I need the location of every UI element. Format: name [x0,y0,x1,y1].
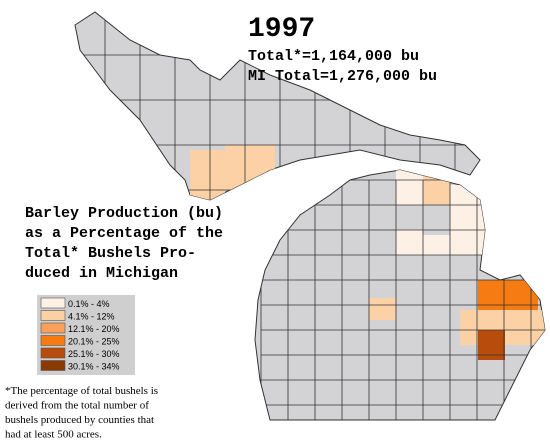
legend-label: 0.1% - 4% [68,299,110,309]
legend: 0.1% - 4% 4.1% - 12% 12.1% - 20% 20.1% - 25… [40,297,120,372]
heading: Barley Production (bu) as a Percentage of… [25,205,223,282]
footnote-line: *The percentage of total bushels is [5,385,158,397]
heading-line: Barley Production (bu) [25,205,223,222]
heading-line: Total* Bushels Pro- [25,245,196,262]
legend-label: 20.1% - 25% [68,337,120,347]
legend-label: 12.1% - 20% [68,324,120,334]
legend-swatch [40,335,66,346]
legend-swatch [40,347,66,359]
legend-swatch [40,322,66,334]
legend-swatch [40,297,66,309]
legend-swatch [40,360,66,371]
heading-line: as a Percentage of the [25,225,223,242]
footnote-line: had at least 500 acres. [5,429,102,441]
footnote: *The percentage of total bushels is deriv… [5,385,158,441]
mi-total: MI Total=1,276,000 bu [248,68,437,85]
legend-swatch [40,310,66,321]
footnote-line: derived from the total number of [5,400,149,412]
footnote-line: bushels produced by counties that [5,414,154,426]
legend-label: 4.1% - 12% [68,312,115,322]
legend-label: 25.1% - 30% [68,349,120,359]
year: 1997 [248,14,315,45]
legend-label: 30.1% - 34% [68,362,120,372]
lower-peninsula [254,169,546,421]
heading-line: duced in Michigan [25,265,178,282]
total: Total*=1,164,000 bu [248,48,419,65]
